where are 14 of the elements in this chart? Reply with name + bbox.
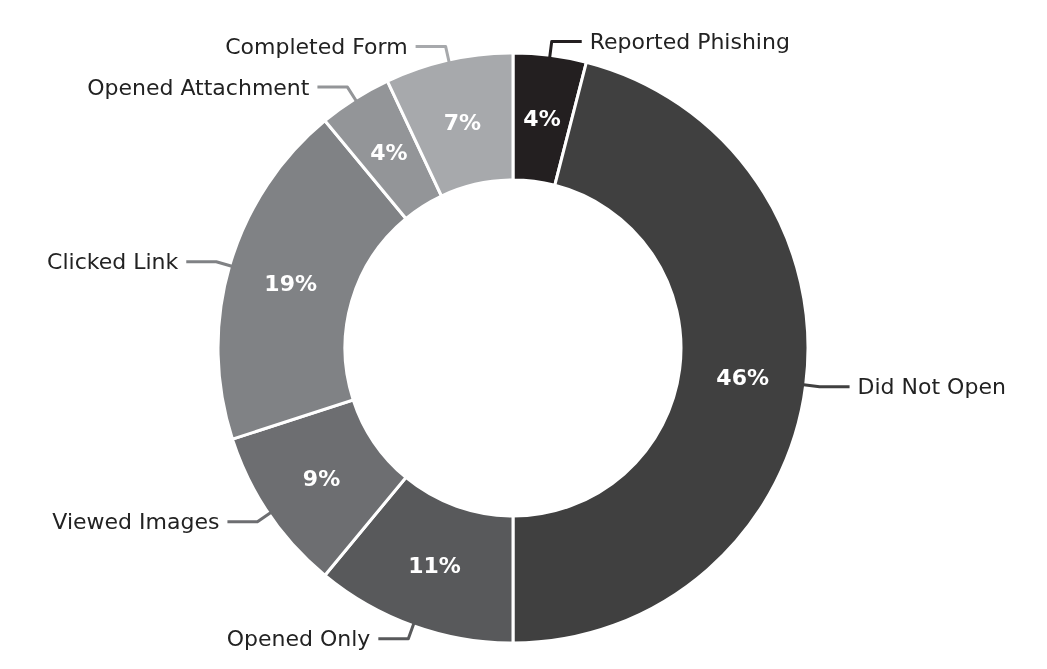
data-label: 11% bbox=[408, 553, 461, 579]
data-label: 9% bbox=[302, 465, 341, 491]
slice-label: Completed Form bbox=[225, 33, 408, 59]
data-label: 19% bbox=[264, 270, 318, 296]
slice-label: Did Not Open bbox=[857, 374, 1006, 400]
slice-label: Reported Phishing bbox=[589, 28, 790, 54]
slice-label: Viewed Images bbox=[52, 509, 220, 535]
slice-label: Opened Attachment bbox=[87, 74, 310, 100]
slice-label: Clicked Link bbox=[47, 249, 179, 275]
data-label: 4% bbox=[523, 105, 561, 131]
data-label: 46% bbox=[716, 364, 770, 390]
slice-label: Opened Only bbox=[226, 626, 371, 652]
data-label: 4% bbox=[370, 140, 408, 166]
data-label: 7% bbox=[443, 109, 482, 135]
